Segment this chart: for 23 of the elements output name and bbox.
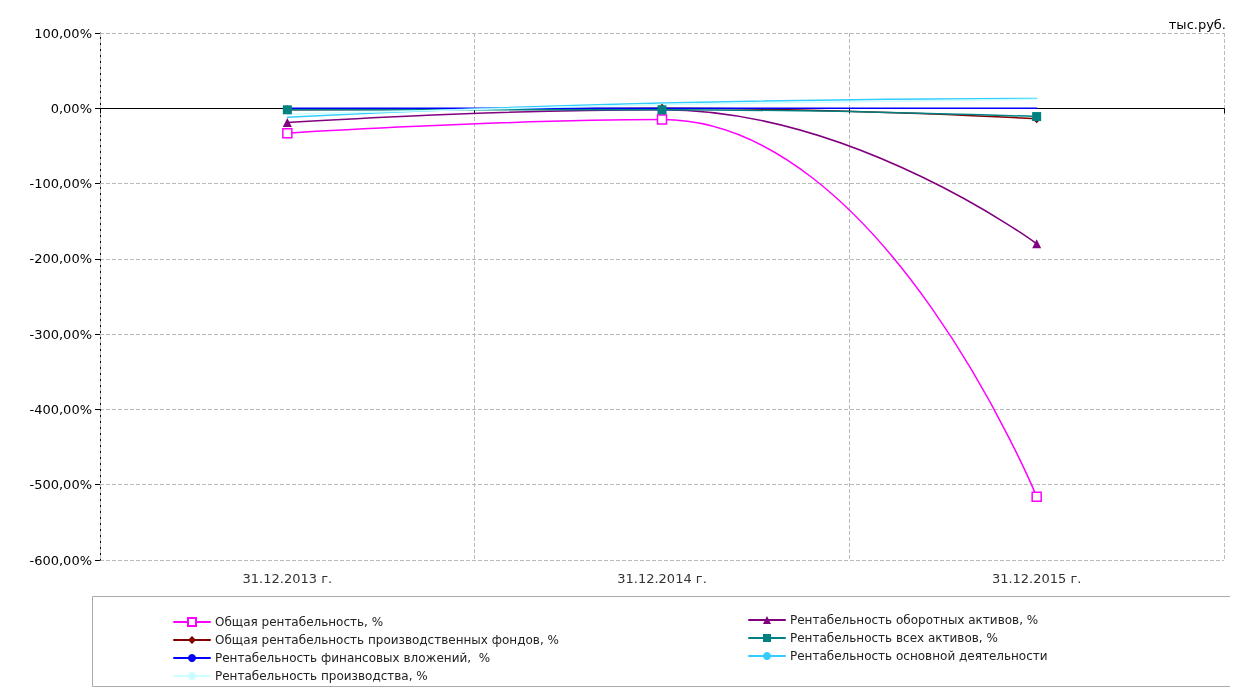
y-tick-label: -200,00%: [29, 251, 92, 267]
y-tick-label: -600,00%: [29, 552, 92, 568]
legend-label: Рентабельность производства, %: [215, 669, 428, 683]
point: [656, 114, 668, 125]
y-tick-label: 100,00%: [34, 25, 92, 41]
y-tick-label: -300,00%: [29, 326, 92, 342]
legend-label: Рентабельность основной деятельности: [790, 649, 1048, 663]
point: [282, 127, 293, 139]
legend-label: Общая рентабельность производственных фондов, %: [215, 633, 559, 647]
text: тыс.руб.: [1168, 17, 1227, 32]
y-tick-label: -100,00%: [29, 176, 92, 192]
legend-label: Общая рентабельность, %: [215, 615, 384, 629]
x-tick-label: 31.12.2013 г.: [242, 571, 333, 586]
point: [1031, 491, 1042, 503]
legend-label: Рентабельность всех активов, %: [790, 631, 998, 645]
legend-label: Рентабельность оборотных активов, %: [790, 613, 1039, 627]
y-tick-label: 0,00%: [50, 100, 92, 116]
x-tick-label: 31.12.2014 г.: [617, 571, 707, 586]
y-tick-label: -500,00%: [29, 477, 92, 493]
x-tick-label: 31.12.2015 г.: [991, 571, 1082, 586]
point: [282, 118, 292, 128]
y-tick-label: -400,00%: [29, 401, 92, 417]
legend-label: Рентабельность финансовых вложений, %: [215, 651, 491, 665]
